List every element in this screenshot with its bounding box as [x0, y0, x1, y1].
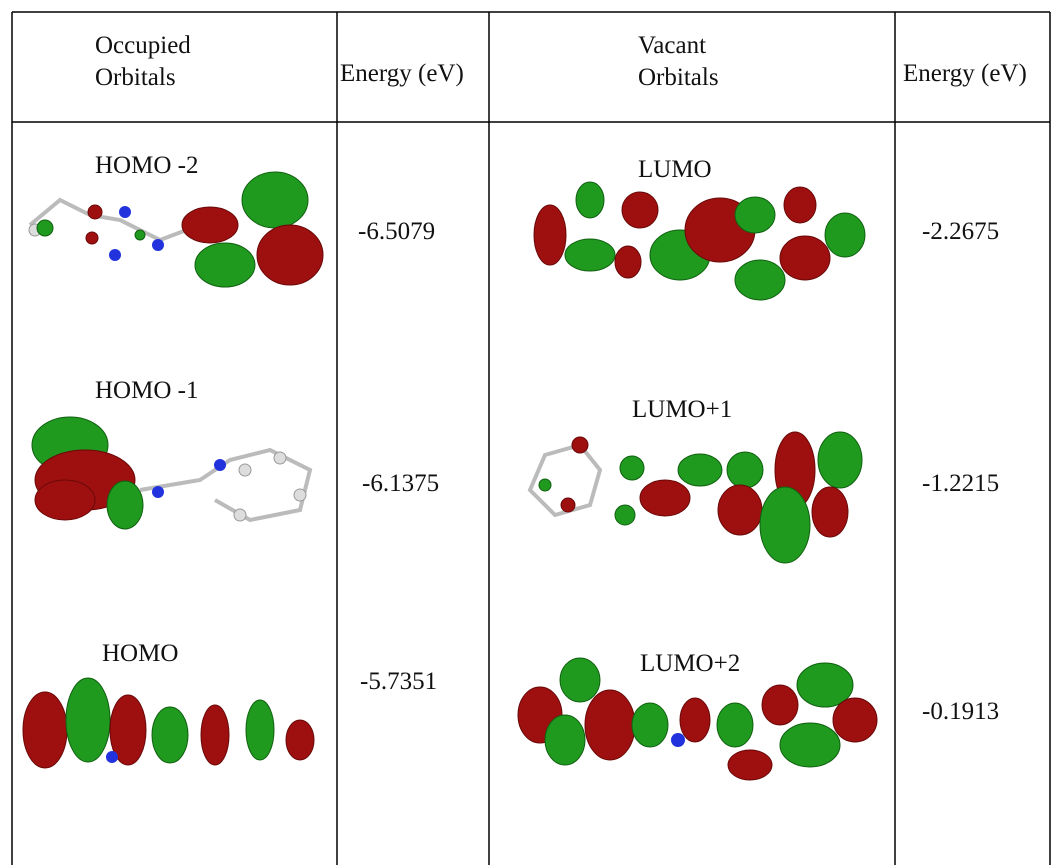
- orbital-label: LUMO+1: [632, 394, 732, 426]
- orbital-label: LUMO+2: [640, 648, 740, 680]
- header-cell: Energy (eV): [340, 58, 490, 90]
- energy-value: -1.2215: [922, 468, 999, 500]
- energy-value: -2.2675: [922, 216, 999, 248]
- header-cell: Occupied Orbitals: [95, 30, 245, 94]
- energy-value: -6.5079: [358, 216, 435, 248]
- energy-value: -6.1375: [362, 468, 439, 500]
- orbital-lumo-1: [530, 432, 862, 563]
- orbital-homo-1: [32, 417, 310, 529]
- orbital-table: Occupied Orbitals Energy (eV) Vacant Orb…: [0, 0, 1055, 865]
- orbital-homo: [23, 678, 314, 768]
- header-cell: Energy (eV): [903, 58, 1053, 90]
- table-graphics: [0, 0, 1055, 865]
- orbital-label: HOMO: [102, 638, 178, 670]
- orbital-label: HOMO -2: [95, 150, 198, 182]
- orbital-label: LUMO: [638, 154, 712, 186]
- orbital-label: HOMO -1: [95, 375, 198, 407]
- orbital-lumo: [534, 182, 865, 300]
- energy-value: -0.1913: [922, 696, 999, 728]
- orbital-homo-2: [29, 172, 323, 287]
- energy-value: -5.7351: [360, 666, 437, 698]
- header-cell: Vacant Orbitals: [638, 30, 768, 94]
